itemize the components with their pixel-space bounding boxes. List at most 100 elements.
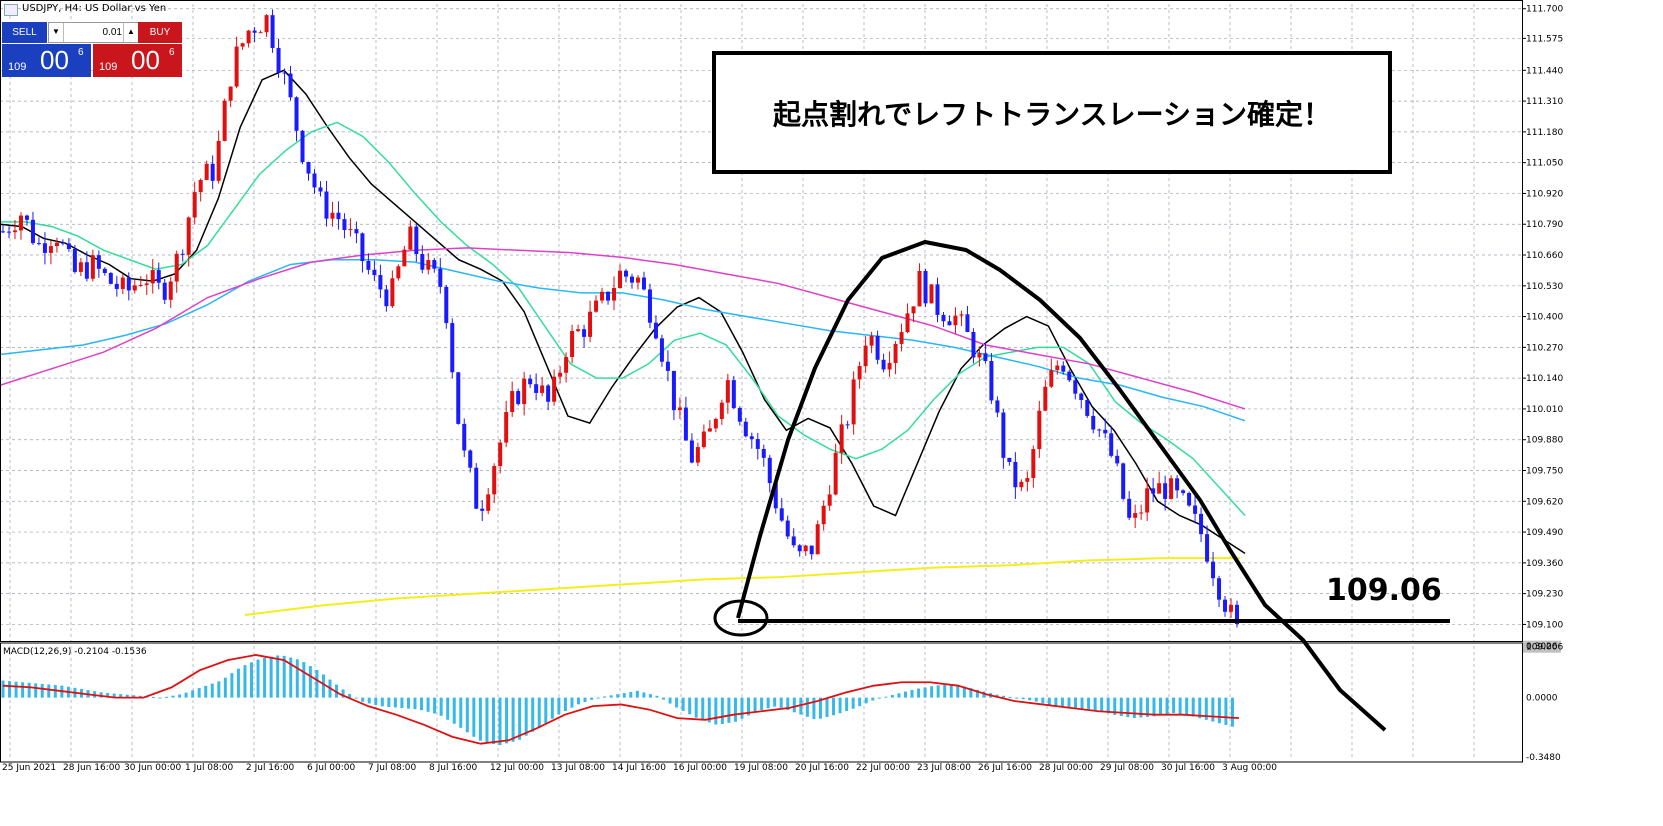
candle-body (1229, 604, 1234, 612)
candle-body (749, 436, 754, 440)
macd-bar (27, 682, 31, 698)
macd-bar (537, 697, 541, 728)
macd-bar (662, 697, 666, 700)
lot-size-value[interactable]: 0.01 (102, 27, 122, 38)
candle-body (779, 508, 784, 521)
macd-bar (446, 697, 450, 720)
candle-body (629, 276, 634, 283)
macd-bar (583, 697, 587, 703)
macd-bar (138, 695, 142, 698)
candle-body (971, 332, 976, 358)
candles (1, 9, 1240, 628)
macd-bar (452, 697, 456, 724)
macd-bar (459, 697, 463, 728)
y-tick-label: 110.270 (1526, 343, 1563, 353)
candle-body (36, 243, 41, 245)
y-tick-label: 111.310 (1526, 97, 1563, 107)
macd-bar (125, 694, 129, 698)
sell-price-display[interactable]: 109 00 6 (2, 44, 91, 77)
candle-body (899, 332, 904, 344)
macd-bar (792, 697, 796, 713)
candle-body (1055, 365, 1060, 371)
macd-bar (825, 697, 829, 717)
x-tick-label: 20 Jul 16:00 (795, 763, 849, 773)
macd-bar (21, 682, 25, 698)
candle-body (1001, 412, 1006, 458)
candle-body (498, 442, 503, 467)
sell-price-prefix: 109 (8, 61, 27, 73)
y-tick-label: 111.575 (1526, 34, 1563, 44)
candle-body (875, 335, 880, 360)
candle-body (701, 431, 706, 448)
macd-bar (8, 681, 12, 698)
sell-button[interactable]: SELL (2, 22, 47, 43)
x-tick-label: 28 Jun 16:00 (63, 763, 120, 773)
chevron-up-icon[interactable]: ▲ (123, 23, 138, 42)
macd-bar (1178, 697, 1182, 715)
candle-body (54, 242, 59, 247)
macd-bar (426, 697, 430, 712)
x-tick-label: 13 Jul 08:00 (551, 763, 605, 773)
macd-signal-line (2, 654, 1240, 745)
macd-bar (733, 697, 737, 722)
macd-bar (1008, 696, 1012, 698)
macd-bar (609, 695, 613, 698)
candle-body (1217, 578, 1222, 600)
buy-price-display[interactable]: 109 00 6 (93, 44, 182, 77)
ma-line (244, 557, 1240, 616)
macd-bar (34, 683, 38, 698)
macd-bar (269, 656, 273, 698)
candle-body (941, 314, 946, 322)
candle-body (1043, 386, 1048, 411)
lot-size-input[interactable]: ▼ 0.01 ▲ (48, 22, 139, 43)
macd-bar (727, 697, 731, 723)
macd-bar (877, 697, 881, 699)
macd-bar (903, 691, 907, 698)
macd-bar (1113, 697, 1117, 715)
x-tick-label: 16 Jul 00:00 (673, 763, 727, 773)
price-frame (0, 0, 1523, 642)
macd-bar (472, 697, 476, 737)
macd-bar (119, 694, 123, 698)
macd-bar (354, 697, 358, 699)
macd-bar (557, 697, 561, 715)
macd-bar (688, 697, 692, 715)
macd-bar (603, 696, 607, 698)
macd-bar (243, 665, 247, 698)
macd-bar (760, 697, 764, 710)
candle-body (30, 219, 35, 244)
grid (0, 4, 1522, 757)
candle-body (827, 494, 832, 506)
candle-body (606, 291, 611, 301)
y-tick-label: 109.750 (1526, 467, 1563, 477)
candle-body (809, 545, 814, 555)
macd-bar (956, 684, 960, 698)
x-tick-label: 29 Jul 08:00 (1100, 763, 1154, 773)
macd-bar (642, 692, 646, 698)
candle-body (474, 467, 479, 509)
chevron-down-icon[interactable]: ▼ (49, 23, 64, 42)
buy-button[interactable]: BUY (138, 22, 182, 43)
macd-bar (478, 697, 482, 741)
macd-bar (1139, 697, 1143, 718)
macd-bar (348, 693, 352, 698)
candle-body (168, 281, 173, 300)
macd-bar (164, 696, 168, 698)
x-tick-label: 12 Jul 00:00 (490, 763, 544, 773)
candle-body (42, 243, 47, 253)
candle-body (911, 306, 916, 314)
candle-body (1007, 457, 1012, 462)
candle-body (1193, 505, 1198, 514)
macd-bar (1132, 697, 1136, 719)
macd-bar (321, 674, 325, 698)
candle-body (1223, 599, 1228, 612)
candle-body (366, 261, 371, 270)
macd-bar (701, 697, 705, 721)
candle-body (582, 329, 587, 337)
candle-body (132, 285, 137, 291)
macd-bar (838, 697, 842, 714)
candle-body (66, 243, 71, 249)
macd-bar (400, 697, 404, 709)
macd-bar (1074, 697, 1078, 709)
macd-bar (786, 697, 790, 711)
